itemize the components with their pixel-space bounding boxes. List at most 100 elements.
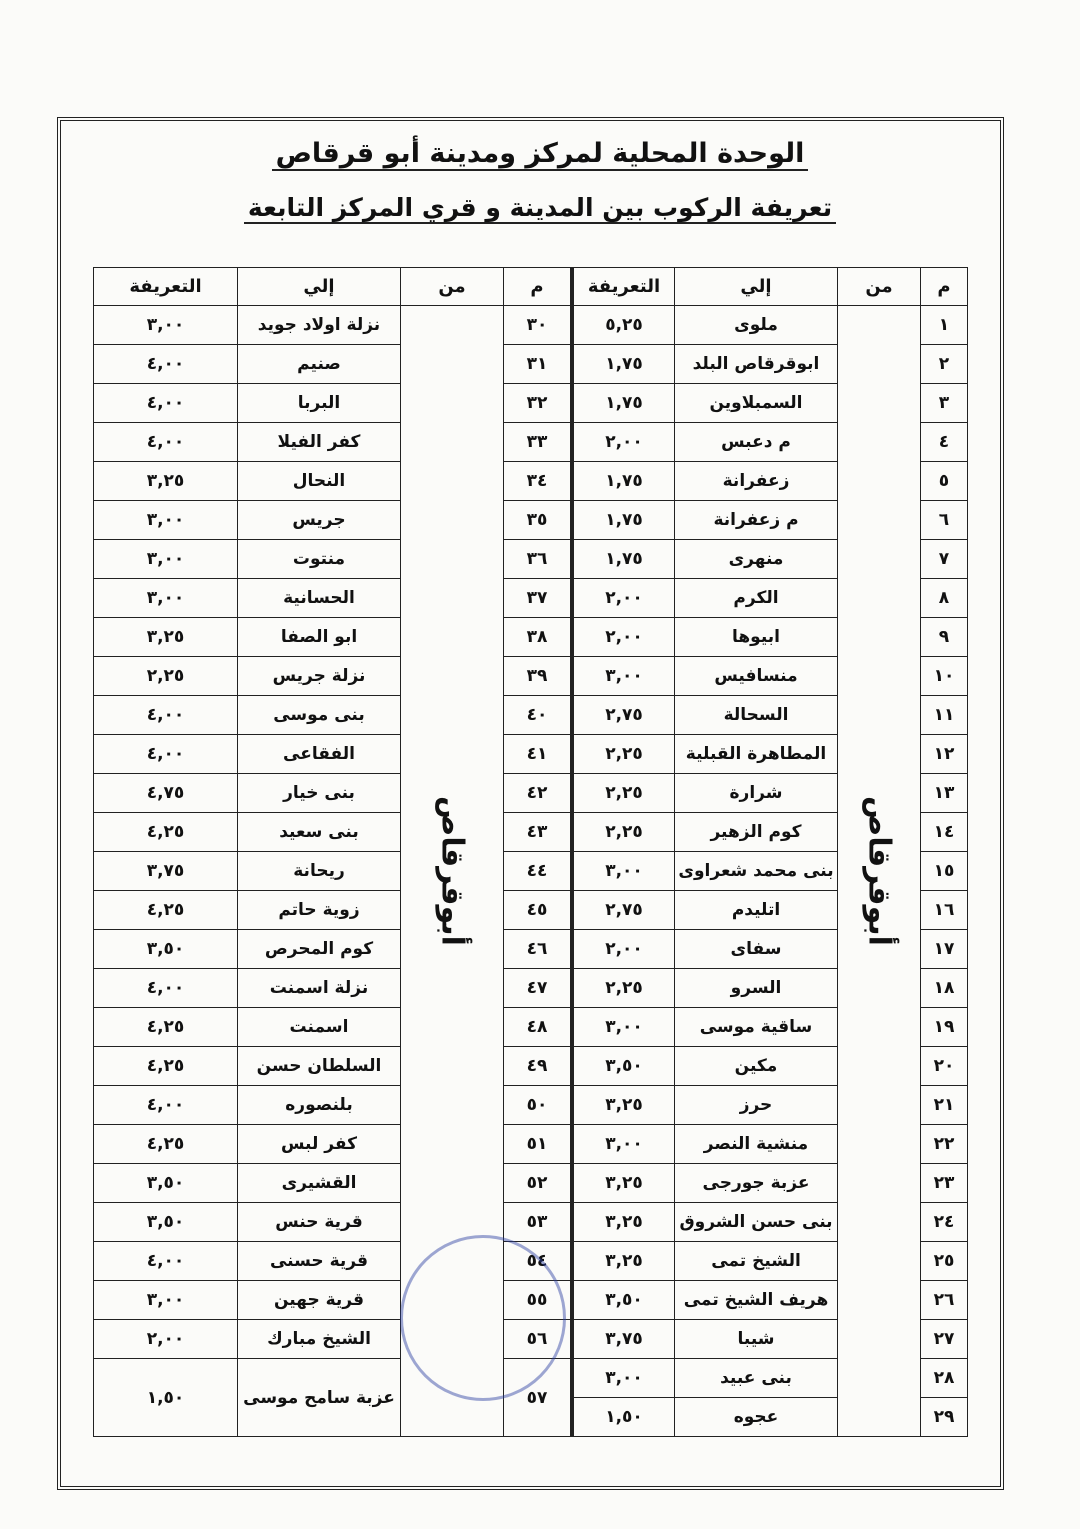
table-row: ١٤ كوم الزهير ٢,٢٥ <box>572 812 968 852</box>
destination: ملوى <box>674 305 838 345</box>
fare: ٣,٥٠ <box>572 1046 675 1086</box>
table-row: ٣٧ الحسانية ٣,٠٠ <box>93 578 571 618</box>
table-row: ٥ زعفرانة ١,٧٥ <box>572 461 968 501</box>
destination: كوم المحرص <box>237 929 401 969</box>
fare: ٤,٧٥ <box>93 773 238 813</box>
column-header: من <box>400 267 504 306</box>
row-number: ٣٧ <box>503 578 571 618</box>
destination: النحال <box>237 461 401 501</box>
destination: البربا <box>237 383 401 423</box>
destination: م زعفرانة <box>674 500 838 540</box>
destination: ابو الصفا <box>237 617 401 657</box>
fare: ٣,٢٥ <box>572 1163 675 1203</box>
destination: ريحانة <box>237 851 401 891</box>
fare: ٢,٢٥ <box>572 773 675 813</box>
destination: القشيرى <box>237 1163 401 1203</box>
row-number: ٣٢ <box>503 383 571 423</box>
fare: ٣,٢٥ <box>572 1085 675 1125</box>
destination: الشيخ مبارك <box>237 1319 401 1359</box>
fare: ٣,٥٠ <box>93 929 238 969</box>
table-row: ٤٧ نزلة اسمنت ٤,٠٠ <box>93 968 571 1008</box>
row-number: ١٤ <box>920 812 968 852</box>
destination: قرية حنس <box>237 1202 401 1242</box>
table-row: ٣٩ نزلة جريس ٢,٢٥ <box>93 656 571 696</box>
row-number: ٢٥ <box>920 1241 968 1281</box>
table-row: ٢٨ بنى عبيد ٣,٠٠ <box>572 1358 968 1398</box>
fare: ٤,٢٥ <box>93 890 238 930</box>
column-header: التعريفة <box>93 267 238 306</box>
destination: اسمنت <box>237 1007 401 1047</box>
table-row: ٦ م زعفرانة ١,٧٥ <box>572 500 968 540</box>
title-text: الوحدة المحلية لمركز ومدينة أبو قرقاص <box>271 138 809 171</box>
row-number: ٢٣ <box>920 1163 968 1203</box>
fare: ٢,٠٠ <box>572 578 675 618</box>
row-number: ٨ <box>920 578 968 618</box>
fare: ٣,٥٠ <box>93 1202 238 1242</box>
destination: الفقاعى <box>237 734 401 774</box>
table-row: ٢٦ هريف الشيخ تمى ٣,٥٠ <box>572 1280 968 1320</box>
destination: بنى خيار <box>237 773 401 813</box>
destination: كفر لبس <box>237 1124 401 1164</box>
fare: ٣,٠٠ <box>93 578 238 618</box>
table-row: ٣٢ البربا ٤,٠٠ <box>93 383 571 423</box>
row-number: ٩ <box>920 617 968 657</box>
subtitle: تعريفة الركوب بين المدينة و قري المركز ا… <box>0 193 1080 224</box>
table-row: ٤٦ كوم المحرص ٣,٥٠ <box>93 929 571 969</box>
fare: ٢,٠٠ <box>93 1319 238 1359</box>
row-number: ٤٨ <box>503 1007 571 1047</box>
table-row: ٨ الكرم ٢,٠٠ <box>572 578 968 618</box>
fare: ٥,٢٥ <box>572 305 675 345</box>
destination: منشية النصر <box>674 1124 838 1164</box>
tables: م من إلي التعريفة ١ أبوقرقاص ملوى ٥,٢٥ ٢ ابوقرقاص… <box>93 267 968 1437</box>
destination: عزبة جورجى <box>674 1163 838 1203</box>
table-row: ١١ السحالة ٢,٧٥ <box>572 695 968 735</box>
table-row: ١٦ اتليدم ٢,٧٥ <box>572 890 968 930</box>
page-frame <box>57 117 1004 1490</box>
fare: ٤,٠٠ <box>93 695 238 735</box>
row-number: ٢٧ <box>920 1319 968 1359</box>
origin: أبوقرقاص <box>861 796 897 946</box>
table-row: ٣٠ أبوقرقاص نزلة اولاد جويد ٣,٠٠ <box>93 305 571 1437</box>
column-header: التعريفة <box>572 267 675 306</box>
table-row: ٣٤ النحال ٣,٢٥ <box>93 461 571 501</box>
fare: ٣,٠٠ <box>93 500 238 540</box>
destination: ابوقرقاص البلد <box>674 344 838 384</box>
row-number: ٢٨ <box>920 1358 968 1398</box>
row-number: ٣٨ <box>503 617 571 657</box>
destination: الشيخ تمى <box>674 1241 838 1281</box>
row-number: ١١ <box>920 695 968 735</box>
destination: جريس <box>237 500 401 540</box>
fare: ٢,٢٥ <box>572 812 675 852</box>
row-number: ٣٥ <box>503 500 571 540</box>
destination: زوية حاتم <box>237 890 401 930</box>
fare: ٢,٠٠ <box>572 422 675 462</box>
table-row: ٢٥ الشيخ تمى ٣,٢٥ <box>572 1241 968 1281</box>
destination: شيبا <box>674 1319 838 1359</box>
table-row: ٥٠ بلنصوره ٤,٠٠ <box>93 1085 571 1125</box>
table-row: ٣٨ ابو الصفا ٣,٢٥ <box>93 617 571 657</box>
table-row: ٢ ابوقرقاص البلد ١,٧٥ <box>572 344 968 384</box>
row-number: ٣١ <box>503 344 571 384</box>
fare: ٢,٠٠ <box>572 929 675 969</box>
title: الوحدة المحلية لمركز ومدينة أبو قرقاص <box>0 138 1080 171</box>
table-row: ٥٣ قرية حنس ٣,٥٠ <box>93 1202 571 1242</box>
row-number: ٧ <box>920 539 968 579</box>
table-row: ٤ م دعبس ٢,٠٠ <box>572 422 968 462</box>
row-number: ٤٣ <box>503 812 571 852</box>
fare: ١,٧٥ <box>572 461 675 501</box>
row-number: ٣٦ <box>503 539 571 579</box>
fare: ٣,٠٠ <box>93 539 238 579</box>
fare: ٤,٠٠ <box>93 383 238 423</box>
row-number: ١٦ <box>920 890 968 930</box>
destination: منسافيس <box>674 656 838 696</box>
row-number: ٤ <box>920 422 968 462</box>
row-number: ٢٦ <box>920 1280 968 1320</box>
row-number: ٦ <box>920 500 968 540</box>
fare: ٤,٢٥ <box>93 1124 238 1164</box>
row-number: ٢ <box>920 344 968 384</box>
stamp <box>400 1235 566 1401</box>
row-number: ١٠ <box>920 656 968 696</box>
row-number: ١٧ <box>920 929 968 969</box>
destination: بنى سعيد <box>237 812 401 852</box>
destination: السحالة <box>674 695 838 735</box>
